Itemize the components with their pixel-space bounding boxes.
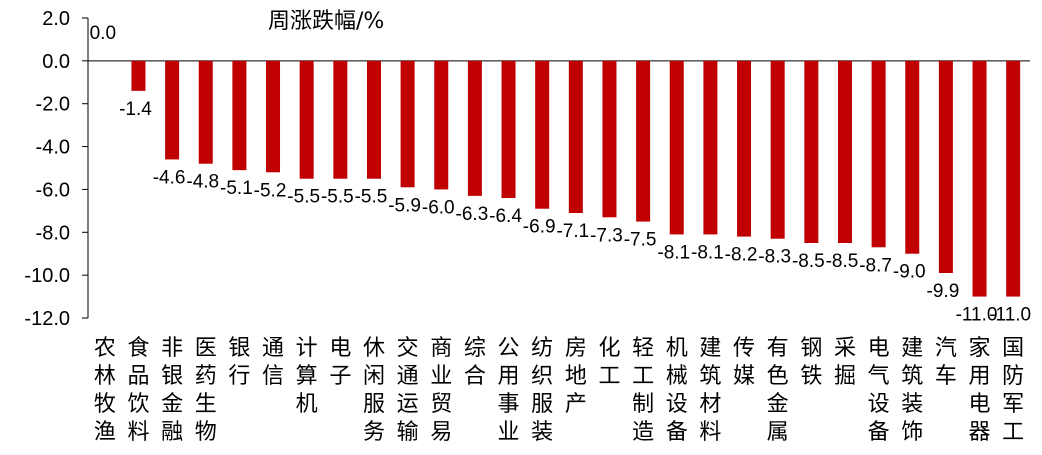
data-label: -6.0 (422, 197, 455, 218)
bar (366, 60, 381, 179)
data-label: -9.0 (893, 262, 926, 283)
data-label: -11.0 (989, 305, 1031, 326)
x-tick-label: 综合 (464, 336, 486, 389)
chart-title: 周涨跌幅/% (268, 9, 384, 34)
data-label: -5.1 (220, 178, 253, 199)
y-tick-label: -2.0 (36, 94, 70, 116)
data-label: -7.3 (590, 225, 623, 246)
bar (972, 60, 987, 297)
bar (299, 60, 314, 179)
x-tick-label: 建筑材料 (699, 336, 721, 445)
x-tick-label: 非银金融 (161, 336, 183, 445)
data-label: -6.3 (456, 204, 489, 225)
bar (501, 60, 516, 198)
data-label: -8.5 (792, 251, 825, 272)
bar (703, 60, 718, 235)
data-label: -5.5 (287, 187, 320, 208)
bar (804, 60, 819, 243)
data-label: -4.6 (153, 167, 186, 188)
x-tick-label: 有色金属 (767, 336, 789, 445)
x-tick-label: 通信 (262, 336, 284, 389)
data-label: -9.9 (927, 281, 960, 302)
y-tick-label: -10.0 (24, 265, 70, 287)
x-tick-label: 汽车 (935, 336, 957, 389)
x-tick-label: 电子 (329, 336, 351, 389)
x-tick-label: 农林牧渔 (94, 336, 116, 445)
bar (669, 60, 684, 235)
data-label: -5.2 (254, 180, 287, 201)
data-label: -8.5 (826, 251, 859, 272)
bar (467, 60, 482, 196)
x-tick-label: 房地产 (565, 336, 587, 417)
data-label: -5.5 (355, 187, 388, 208)
x-tick-label: 计算机 (296, 336, 318, 417)
x-tick-label: 国防军工 (1002, 336, 1024, 445)
x-tick-label: 机械设备 (666, 336, 688, 445)
data-label: -7.5 (624, 230, 657, 251)
bar (770, 60, 785, 239)
x-tick-label: 建筑装饰 (901, 336, 923, 445)
bar (1006, 60, 1021, 297)
x-tick-label: 食品饮料 (127, 336, 149, 445)
x-tick-label: 休闲服务 (363, 336, 385, 445)
bar (636, 60, 651, 222)
bar (837, 60, 852, 243)
x-tick-label: 银行 (228, 336, 250, 389)
data-label: 0.0 (90, 23, 116, 44)
bar (434, 60, 449, 190)
x-tick-label: 纺织服装 (531, 336, 553, 445)
data-label: -8.1 (691, 242, 724, 263)
y-tick-label: -6.0 (36, 179, 70, 201)
bar (938, 60, 953, 273)
bar (400, 60, 415, 188)
data-label: -5.5 (321, 187, 354, 208)
x-tick-label: 轻工制造 (632, 336, 654, 445)
x-axis-labels: 农林牧渔食品饮料非银金融医药生物银行通信计算机电子休闲服务交通运输商业贸易综合公… (94, 336, 1024, 445)
data-label: -8.3 (758, 247, 791, 268)
data-label: -1.4 (119, 99, 152, 120)
bar (131, 60, 146, 91)
x-tick-label: 商业贸易 (430, 336, 452, 445)
x-tick-label: 钢铁 (800, 336, 822, 389)
y-tick-label: 0.0 (42, 51, 70, 73)
data-labels: 0.0-1.4-4.6 -4.8 -5.1 -5.2 -5.5 -5.5 -5.5 -5.9-… (90, 23, 1032, 326)
bars (131, 60, 1021, 297)
bar (232, 60, 247, 171)
y-tick-label: -4.0 (36, 137, 70, 159)
data-label: -5.9 (388, 195, 421, 216)
bar (333, 60, 348, 179)
x-tick-label: 医药生物 (195, 336, 217, 445)
bar (871, 60, 886, 248)
x-tick-label: 化工 (598, 336, 620, 389)
bar (165, 60, 180, 160)
bar (266, 60, 281, 173)
data-label: -8.1 (657, 242, 690, 263)
y-tick-label: -12.0 (24, 308, 70, 330)
bar (198, 60, 213, 164)
bar (602, 60, 617, 218)
x-tick-label: 交通运输 (397, 336, 419, 445)
x-tick-label: 电气设备 (868, 336, 890, 445)
x-tick-label: 家用电器 (969, 336, 991, 445)
y-tick-label: 2.0 (42, 8, 70, 30)
data-label: -8.2 (725, 245, 758, 266)
bar (737, 60, 752, 237)
bar (568, 60, 583, 213)
bar (535, 60, 550, 209)
data-label: -8.7 (859, 255, 892, 276)
y-tick-label: -8.0 (36, 222, 70, 244)
x-tick-label: 公用事业 (498, 336, 520, 445)
data-label: -7.1 (556, 221, 589, 242)
data-label: -6.9 (523, 217, 556, 238)
x-tick-label: 采掘 (834, 336, 856, 389)
data-label: -11.0 (956, 305, 998, 326)
data-label: -6.4 (489, 206, 522, 227)
x-tick-label: 传媒 (733, 336, 755, 389)
bar (905, 60, 920, 254)
data-label: -4.8 (186, 172, 219, 193)
